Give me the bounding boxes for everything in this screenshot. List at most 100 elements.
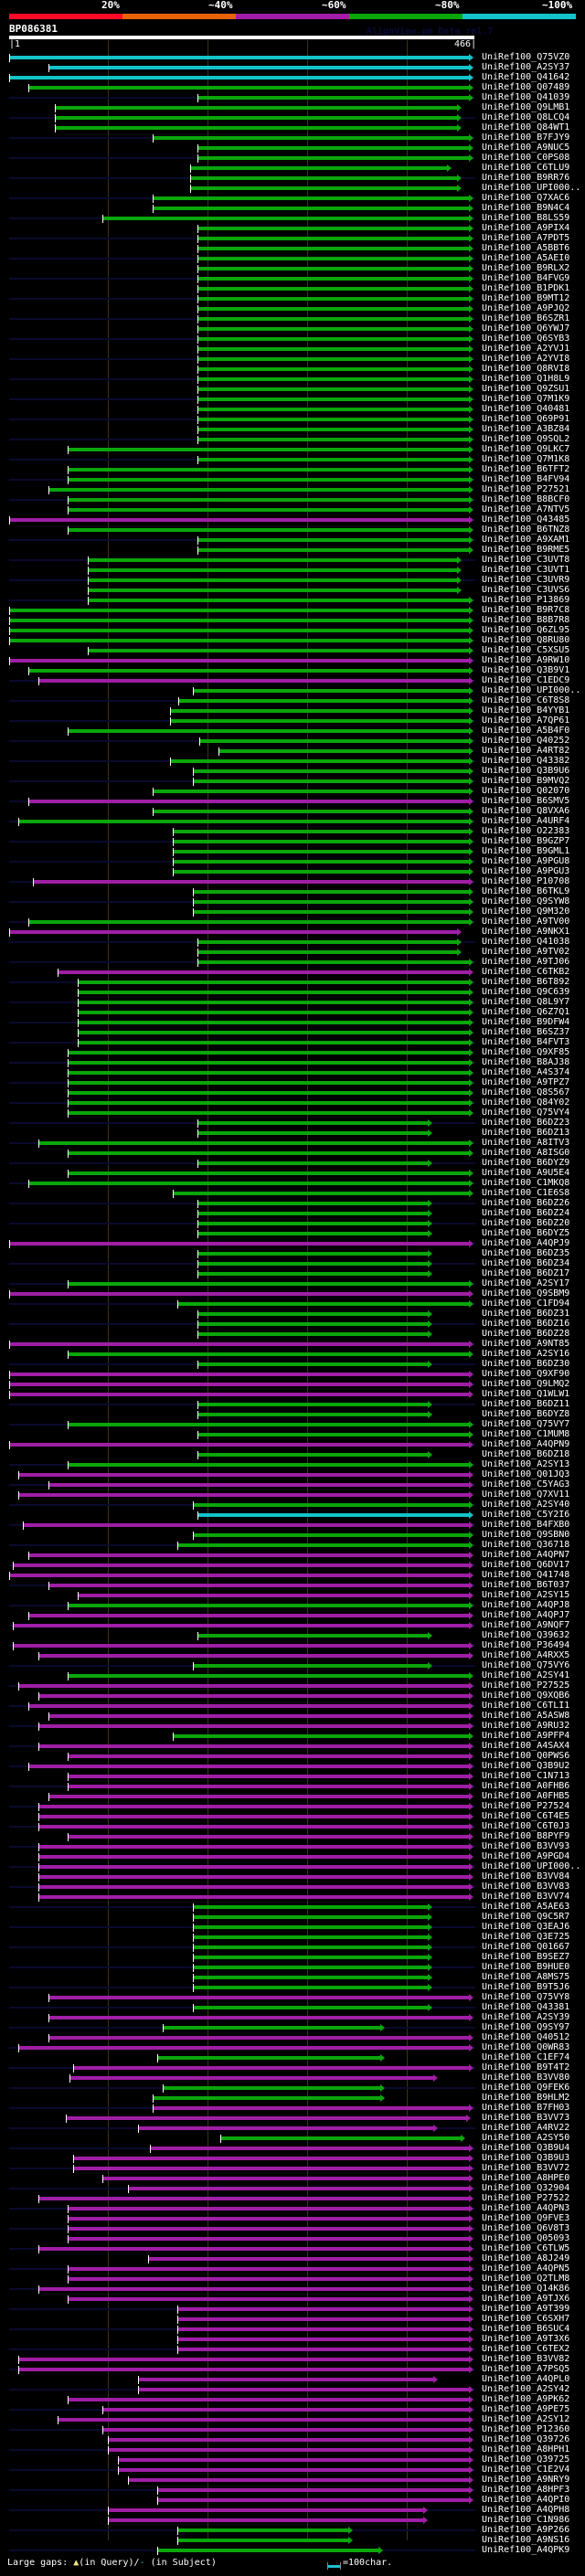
hit-row[interactable]: UniRef100_Q9LMQ2 (0, 1379, 585, 1390)
hit-label[interactable]: UniRef100_B6DZ17 (482, 1268, 570, 1278)
hit-label[interactable]: UniRef100_P10708 (482, 876, 570, 886)
hit-row[interactable]: UniRef100_Q9LMB1 (0, 102, 585, 113)
hit-bar[interactable] (197, 347, 469, 351)
hit-bar[interactable] (28, 1614, 469, 1617)
hit-bar[interactable] (48, 66, 469, 69)
hit-bar[interactable] (38, 1805, 469, 1808)
hit-bar[interactable] (68, 1674, 469, 1678)
hit-bar[interactable] (197, 146, 469, 150)
hit-bar[interactable] (177, 2307, 469, 2311)
hit-label[interactable]: UniRef100_A9TV00 (482, 917, 570, 927)
hit-label[interactable]: UniRef100_A9TPZ7 (482, 1077, 570, 1087)
hit-row[interactable]: UniRef100_A7QP61 (0, 716, 585, 726)
hit-bar[interactable] (48, 1714, 469, 1718)
hit-bar[interactable] (73, 2066, 469, 2070)
hit-label[interactable]: UniRef100_C3UVT1 (482, 565, 570, 575)
hit-label[interactable]: UniRef100_Q43381 (482, 2002, 570, 2012)
hit-label[interactable]: UniRef100_A2SY15 (482, 1590, 570, 1600)
hit-row[interactable]: UniRef100_C3UVT8 (0, 555, 585, 566)
hit-bar[interactable] (9, 518, 469, 522)
hit-row[interactable]: UniRef100_A9P266 (0, 2525, 585, 2536)
hit-row[interactable]: UniRef100_B7FH03 (0, 2103, 585, 2114)
hit-label[interactable]: UniRef100_Q3B9U4 (482, 2143, 570, 2153)
hit-label[interactable]: UniRef100_A2SY41 (482, 1670, 570, 1680)
hit-label[interactable]: UniRef100_C5Y2I6 (482, 1510, 570, 1520)
hit-bar[interactable] (13, 1644, 469, 1648)
hit-row[interactable]: UniRef100_B6TKL9 (0, 886, 585, 897)
hit-label[interactable]: UniRef100_Q9SYW8 (482, 896, 570, 906)
hit-label[interactable]: UniRef100_B3VV93 (482, 1841, 570, 1851)
hit-bar[interactable] (118, 2458, 469, 2462)
hit-bar[interactable] (157, 2488, 469, 2492)
hit-bar[interactable] (170, 719, 469, 723)
hit-row[interactable]: UniRef100_C1N986 (0, 2515, 585, 2526)
hit-row[interactable]: UniRef100_Q36718 (0, 1540, 585, 1551)
hit-bar[interactable] (193, 779, 469, 783)
hit-row[interactable]: UniRef100_Q9FEK6 (0, 2083, 585, 2094)
hit-label[interactable]: UniRef100_B6DZ28 (482, 1329, 570, 1339)
hit-label[interactable]: UniRef100_Q43382 (482, 756, 570, 766)
hit-row[interactable]: UniRef100_Q9C639 (0, 987, 585, 998)
hit-bar[interactable] (68, 1463, 469, 1467)
hit-row[interactable]: UniRef100_Q05093 (0, 2233, 585, 2244)
hit-bar[interactable] (157, 2498, 469, 2502)
hit-row[interactable]: UniRef100_P27522 (0, 2193, 585, 2204)
hit-bar[interactable] (38, 1744, 469, 1748)
hit-bar[interactable] (38, 1815, 469, 1818)
hit-bar[interactable] (197, 1262, 428, 1266)
hit-row[interactable]: UniRef100_B6T037 (0, 1580, 585, 1591)
hit-bar[interactable] (9, 1393, 469, 1396)
hit-label[interactable]: UniRef100_C6T0J3 (482, 1821, 570, 1831)
hit-row[interactable]: UniRef100_Q43381 (0, 2002, 585, 2013)
hit-label[interactable]: UniRef100_A9TJX6 (482, 2294, 570, 2304)
hit-row[interactable]: UniRef100_A8MS75 (0, 1972, 585, 1983)
hit-row[interactable]: UniRef100_Q02070 (0, 786, 585, 797)
hit-bar[interactable] (38, 1825, 469, 1829)
hit-bar[interactable] (38, 1885, 469, 1889)
hit-bar[interactable] (73, 2167, 469, 2170)
hit-label[interactable]: UniRef100_Q7XV11 (482, 1489, 570, 1500)
hit-row[interactable]: UniRef100_C1MKQ8 (0, 1178, 585, 1189)
hit-bar[interactable] (68, 1081, 469, 1085)
hit-bar[interactable] (48, 1996, 469, 1999)
hit-row[interactable]: UniRef100_A9NUC5 (0, 143, 585, 154)
hit-row[interactable]: UniRef100_A9NRY9 (0, 2475, 585, 2486)
hit-bar[interactable] (153, 2106, 469, 2110)
hit-bar[interactable] (38, 1724, 469, 1728)
hit-bar[interactable] (55, 116, 457, 120)
hit-label[interactable]: UniRef100_A4S374 (482, 1067, 570, 1077)
hit-label[interactable]: UniRef100_Q40252 (482, 736, 570, 746)
hit-bar[interactable] (178, 699, 469, 703)
hit-label[interactable]: UniRef100_A4QPN7 (482, 1550, 570, 1560)
hit-bar[interactable] (197, 1222, 428, 1225)
hit-label[interactable]: UniRef100_A4QPK9 (482, 2545, 570, 2555)
hit-label[interactable]: UniRef100_B6DZ34 (482, 1258, 570, 1268)
hit-bar[interactable] (9, 1342, 469, 1346)
hit-bar[interactable] (9, 1383, 469, 1386)
hit-label[interactable]: UniRef100_A9RW10 (482, 655, 570, 665)
hit-row[interactable]: UniRef100_B9RME5 (0, 545, 585, 556)
hit-label[interactable]: UniRef100_Q41748 (482, 1570, 570, 1580)
hit-bar[interactable] (55, 126, 457, 130)
hit-bar[interactable] (197, 287, 469, 291)
hit-label[interactable]: UniRef100_A9P266 (482, 2525, 570, 2535)
hit-row[interactable]: UniRef100_B8B7R8 (0, 615, 585, 626)
hit-bar[interactable] (173, 830, 469, 833)
hit-label[interactable]: UniRef100_A9PE75 (482, 2404, 570, 2414)
hit-bar[interactable] (177, 1302, 469, 1306)
hit-row[interactable]: UniRef100_A8ISG0 (0, 1148, 585, 1159)
hit-label[interactable]: UniRef100_P12360 (482, 2424, 570, 2434)
hit-bar[interactable] (28, 1182, 469, 1185)
hit-label[interactable]: UniRef100_A4QPN5 (482, 2263, 570, 2274)
hit-bar[interactable] (193, 1664, 428, 1668)
hit-row[interactable]: UniRef100_O22383 (0, 826, 585, 837)
hit-row[interactable]: UniRef100_A5ASW8 (0, 1711, 585, 1722)
hit-bar[interactable] (18, 1473, 469, 1477)
hit-row[interactable]: UniRef100_P13869 (0, 595, 585, 606)
hit-bar[interactable] (78, 1021, 469, 1024)
hit-label[interactable]: UniRef100_B6DZ11 (482, 1399, 570, 1409)
hit-label[interactable]: UniRef100_B8BCF0 (482, 494, 570, 504)
hit-bar[interactable] (197, 1232, 428, 1235)
hit-label[interactable]: UniRef100_C1MKQ8 (482, 1178, 570, 1188)
hit-label[interactable]: UniRef100_B9GZP7 (482, 836, 570, 846)
